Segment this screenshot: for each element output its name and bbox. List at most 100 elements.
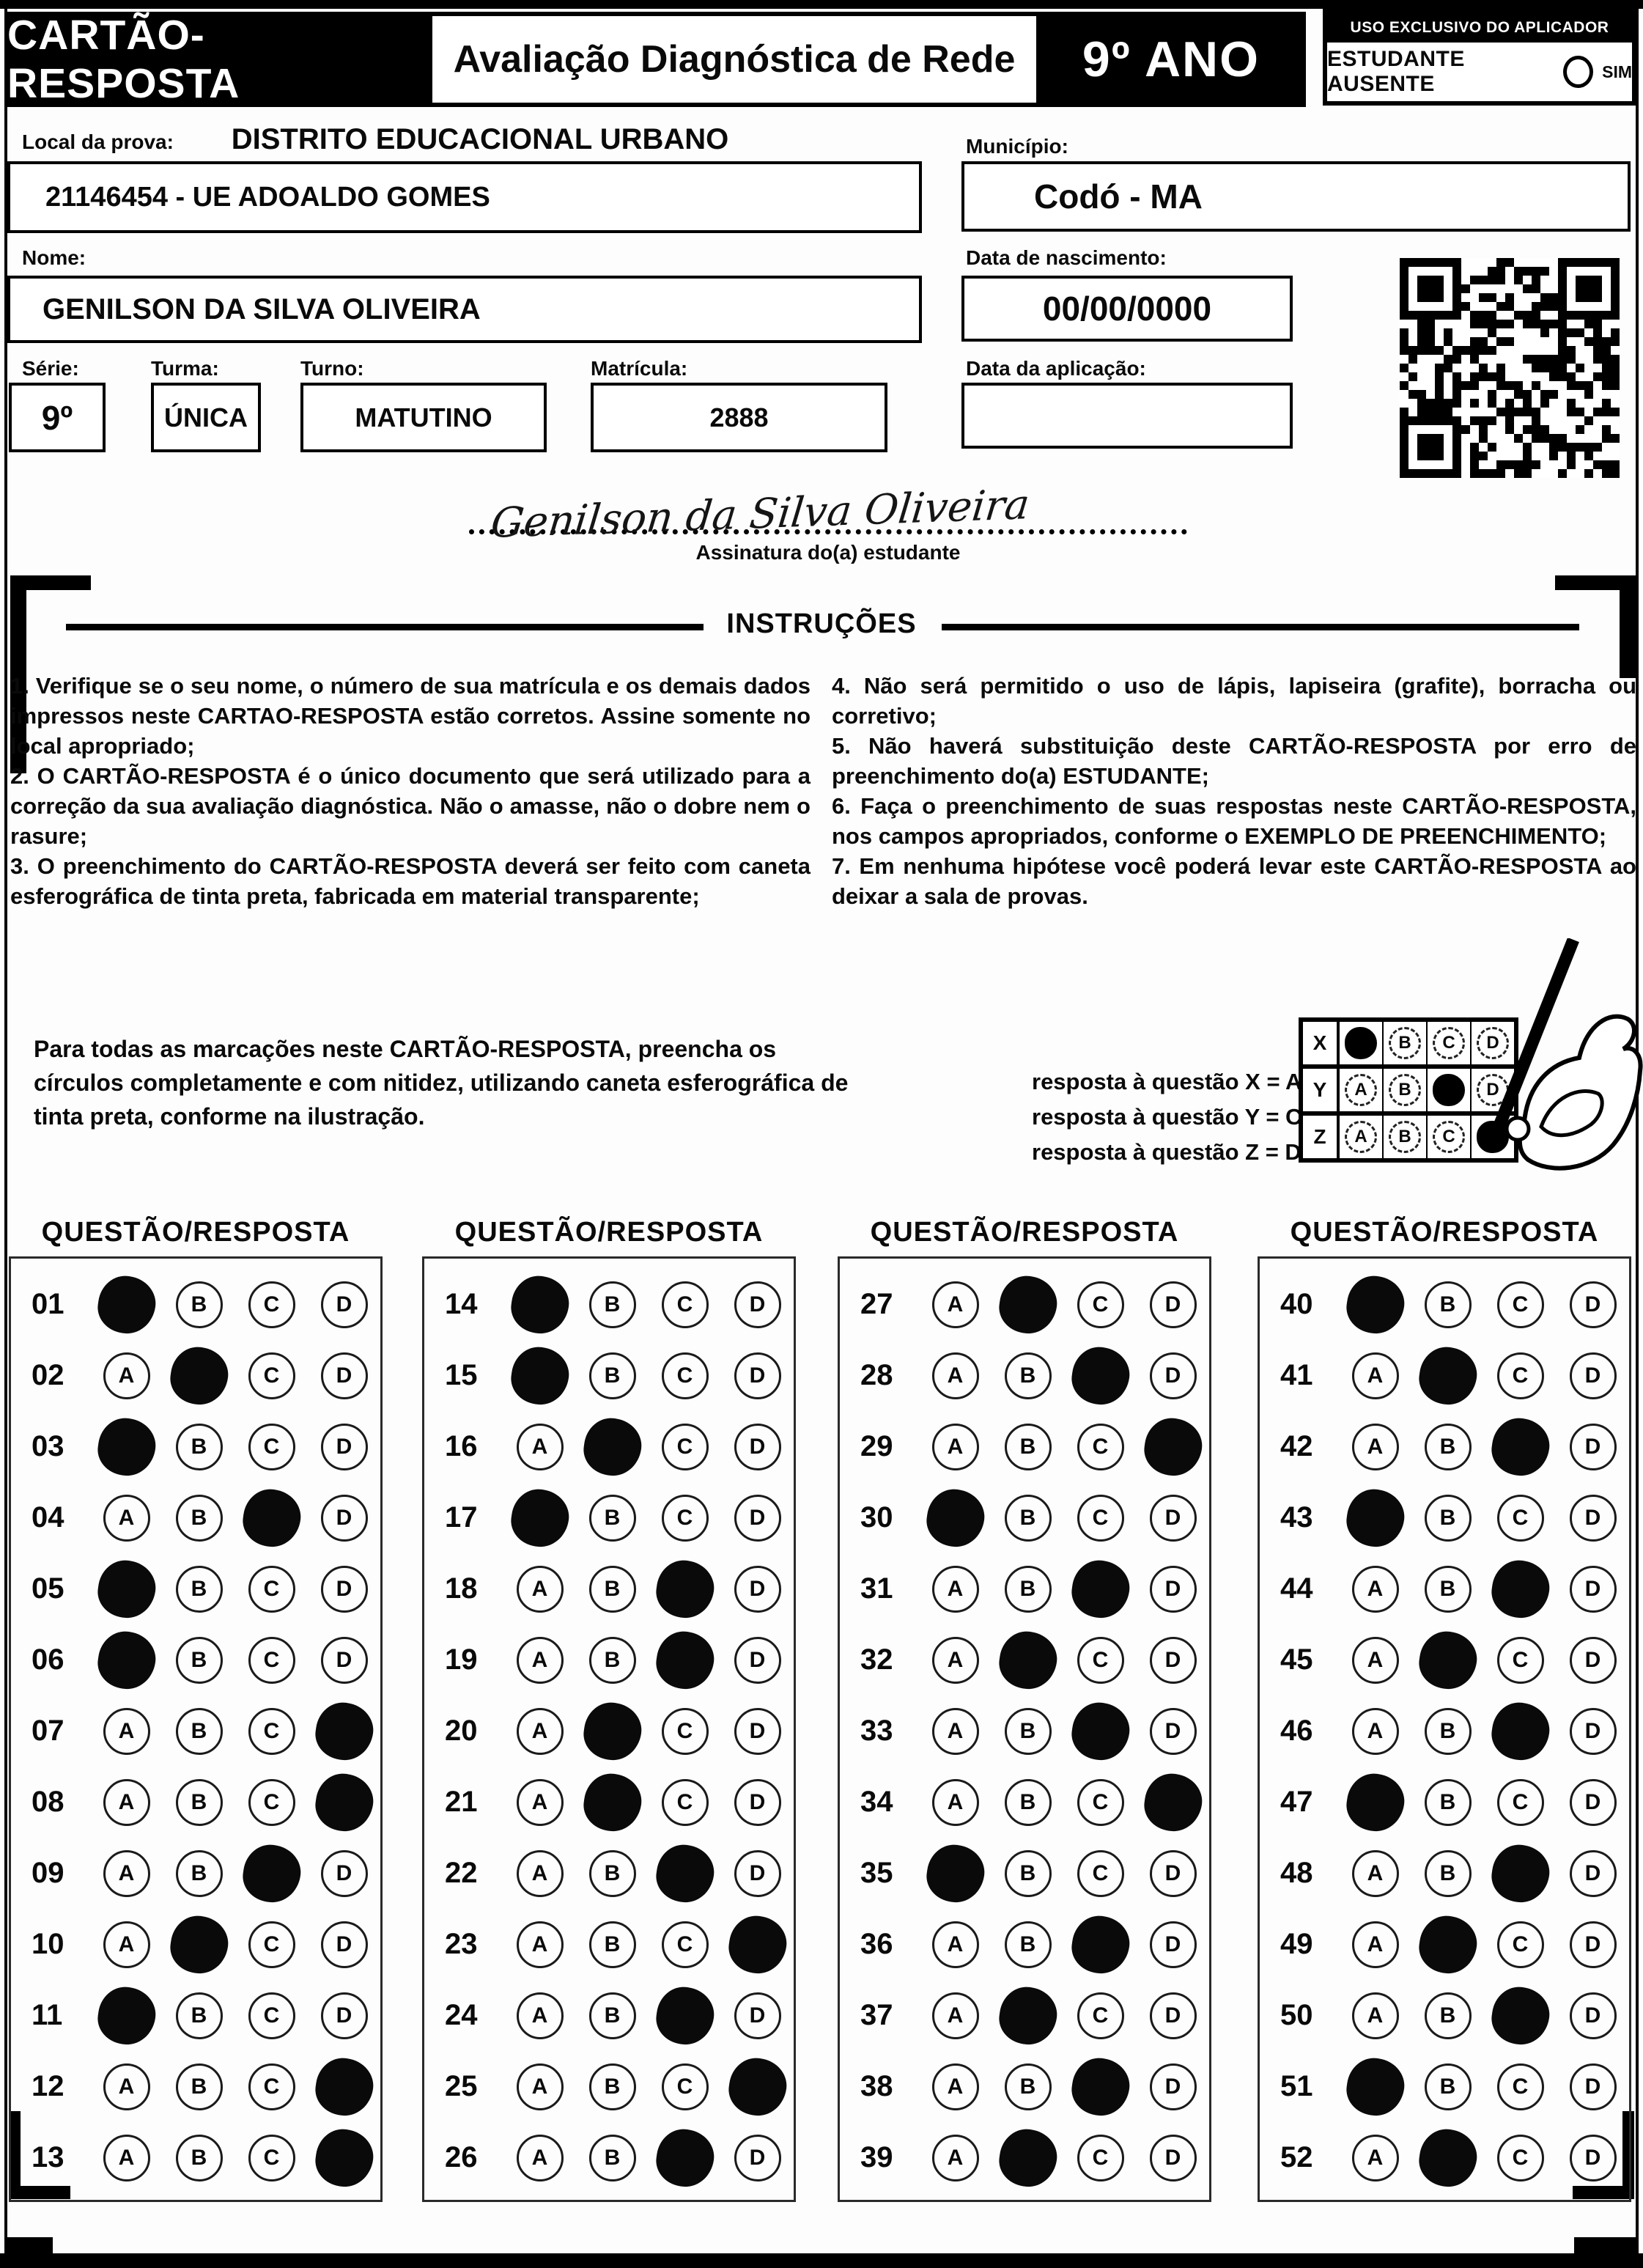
bubble-q18-D[interactable]: D [734,1565,781,1613]
bubble-q05-C[interactable]: C [248,1565,295,1613]
bubble-q02-D[interactable]: D [320,1352,368,1399]
bubble-q26-C[interactable] [652,2125,717,2190]
bubble-q19-B[interactable]: B [588,1636,636,1684]
bubble-q04-D[interactable]: D [320,1494,368,1542]
bubble-q36-D[interactable]: D [1149,1921,1197,1968]
bubble-q15-A[interactable] [507,1343,572,1408]
bubble-q32-D[interactable]: D [1149,1636,1197,1684]
bubble-q51-D[interactable]: D [1569,2063,1617,2110]
bubble-q20-C[interactable]: C [661,1707,709,1755]
bubble-q31-D[interactable]: D [1149,1565,1197,1613]
bubble-q35-B[interactable]: B [1004,1849,1052,1897]
bubble-q21-B[interactable] [580,1770,645,1835]
bubble-q30-B[interactable]: B [1004,1494,1052,1542]
bubble-q04-B[interactable]: B [175,1494,223,1542]
bubble-q52-C[interactable]: C [1496,2134,1544,2182]
bubble-q38-C[interactable] [1068,2054,1133,2119]
bubble-q33-C[interactable] [1068,1698,1133,1764]
bubble-q40-D[interactable]: D [1569,1281,1617,1328]
bubble-q43-D[interactable]: D [1569,1494,1617,1542]
bubble-q43-B[interactable]: B [1424,1494,1472,1542]
bubble-q38-B[interactable]: B [1004,2063,1052,2110]
bubble-q29-A[interactable]: A [931,1423,979,1470]
bubble-q30-D[interactable]: D [1149,1494,1197,1542]
bubble-q46-D[interactable]: D [1569,1707,1617,1755]
bubble-q31-B[interactable]: B [1004,1565,1052,1613]
bubble-q44-D[interactable]: D [1569,1565,1617,1613]
bubble-q37-C[interactable]: C [1077,1992,1124,2039]
bubble-q34-C[interactable]: C [1077,1778,1124,1826]
bubble-q26-A[interactable]: A [516,2134,564,2182]
bubble-q10-B[interactable] [166,1912,232,1977]
bubble-q36-B[interactable]: B [1004,1921,1052,1968]
bubble-q36-C[interactable] [1068,1912,1133,1977]
bubble-q17-A[interactable] [507,1485,572,1550]
bubble-q31-A[interactable]: A [931,1565,979,1613]
bubble-q23-A[interactable]: A [516,1921,564,1968]
bubble-q14-B[interactable]: B [588,1281,636,1328]
bubble-q49-B[interactable] [1415,1912,1480,1977]
bubble-q14-A[interactable] [507,1272,572,1337]
bubble-q05-A[interactable] [94,1556,159,1621]
bubble-q12-A[interactable]: A [103,2063,150,2110]
bubble-q42-D[interactable]: D [1569,1423,1617,1470]
bubble-q37-D[interactable]: D [1149,1992,1197,2039]
bubble-q50-C[interactable] [1488,1983,1553,2048]
bubble-q08-D[interactable] [311,1770,377,1835]
bubble-q39-A[interactable]: A [931,2134,979,2182]
bubble-q46-A[interactable]: A [1351,1707,1399,1755]
bubble-q15-D[interactable]: D [734,1352,781,1399]
bubble-q37-A[interactable]: A [931,1992,979,2039]
bubble-q50-A[interactable]: A [1351,1992,1399,2039]
bubble-q26-B[interactable]: B [588,2134,636,2182]
bubble-q44-A[interactable]: A [1351,1565,1399,1613]
bubble-q05-D[interactable]: D [320,1565,368,1613]
bubble-q13-C[interactable]: C [248,2134,295,2182]
bubble-q07-C[interactable]: C [248,1707,295,1755]
bubble-q34-A[interactable]: A [931,1778,979,1826]
bubble-q39-B[interactable] [995,2125,1060,2190]
bubble-q48-D[interactable]: D [1569,1849,1617,1897]
bubble-q52-A[interactable]: A [1351,2134,1399,2182]
bubble-q28-B[interactable]: B [1004,1352,1052,1399]
bubble-q34-B[interactable]: B [1004,1778,1052,1826]
bubble-q23-C[interactable]: C [661,1921,709,1968]
bubble-q25-D[interactable] [725,2054,790,2119]
bubble-q51-C[interactable]: C [1496,2063,1544,2110]
bubble-q10-C[interactable]: C [248,1921,295,1968]
bubble-q12-B[interactable]: B [175,2063,223,2110]
bubble-q19-D[interactable]: D [734,1636,781,1684]
bubble-q01-D[interactable]: D [320,1281,368,1328]
bubble-q42-A[interactable]: A [1351,1423,1399,1470]
bubble-q47-A[interactable] [1343,1770,1408,1835]
bubble-q32-C[interactable]: C [1077,1636,1124,1684]
bubble-q34-D[interactable] [1140,1770,1206,1835]
bubble-q15-C[interactable]: C [661,1352,709,1399]
bubble-q11-B[interactable]: B [175,1992,223,2039]
bubble-q36-A[interactable]: A [931,1921,979,1968]
bubble-q27-B[interactable] [995,1272,1060,1337]
bubble-q08-A[interactable]: A [103,1778,150,1826]
bubble-q06-B[interactable]: B [175,1636,223,1684]
bubble-q06-A[interactable] [94,1627,159,1693]
bubble-q16-B[interactable] [580,1414,645,1479]
bubble-q39-C[interactable]: C [1077,2134,1124,2182]
bubble-q04-C[interactable] [239,1485,304,1550]
bubble-q04-A[interactable]: A [103,1494,150,1542]
bubble-q22-A[interactable]: A [516,1849,564,1897]
bubble-q27-D[interactable]: D [1149,1281,1197,1328]
bubble-q26-D[interactable]: D [734,2134,781,2182]
bubble-q40-A[interactable] [1343,1272,1408,1337]
bubble-q38-D[interactable]: D [1149,2063,1197,2110]
bubble-q48-C[interactable] [1488,1841,1553,1906]
bubble-q16-D[interactable]: D [734,1423,781,1470]
bubble-q21-D[interactable]: D [734,1778,781,1826]
bubble-q49-C[interactable]: C [1496,1921,1544,1968]
bubble-q10-D[interactable]: D [320,1921,368,1968]
bubble-q40-C[interactable]: C [1496,1281,1544,1328]
bubble-q05-B[interactable]: B [175,1565,223,1613]
bubble-q25-A[interactable]: A [516,2063,564,2110]
bubble-q35-A[interactable] [923,1841,988,1906]
bubble-q44-C[interactable] [1488,1556,1553,1621]
bubble-q08-C[interactable]: C [248,1778,295,1826]
